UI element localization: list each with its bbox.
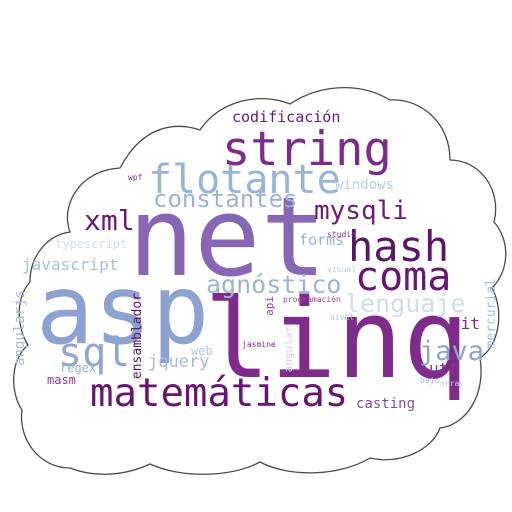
word-forms: forms: [299, 231, 345, 249]
word-sql: sql: [58, 330, 131, 376]
word-utf: utf: [429, 359, 458, 378]
word-string: string: [222, 122, 392, 177]
word-agnostico: agnóstico: [206, 270, 342, 299]
word-coma: coma: [355, 254, 452, 300]
word-mercurial: mercurial: [484, 278, 499, 349]
word-bajo: bajo: [420, 376, 440, 385]
word-matematicas: matemáticas: [90, 371, 349, 416]
word-typescript: typescript: [55, 237, 128, 251]
word-jasmine: jasmine: [242, 340, 276, 349]
word-nivel: nivel: [330, 313, 355, 322]
word-jquery: jquery: [148, 352, 210, 372]
word-angular: angular: [282, 326, 295, 373]
word-net: net: [128, 173, 327, 301]
word-angularjs: angularjs: [12, 290, 28, 366]
word-web: web: [191, 344, 213, 358]
word-array: array: [440, 379, 465, 388]
word-ensamblador: ensamblador: [130, 293, 145, 380]
word-visual: visual: [327, 265, 356, 274]
word-api: api: [263, 296, 276, 316]
word-mysqli: mysqli: [314, 196, 408, 226]
word-windows: windows: [335, 177, 395, 193]
word-masm: masm: [47, 373, 76, 387]
word-asp: asp: [36, 254, 210, 366]
word-codificacion: codificación: [232, 108, 341, 126]
word-linq: linq: [204, 275, 469, 403]
word-constantes: constantes: [153, 185, 298, 213]
word-casting: casting: [356, 396, 416, 412]
word-programacion: programación: [283, 295, 341, 304]
word-javascript: javascript: [22, 255, 119, 274]
word-regex: regex: [60, 361, 97, 375]
word-git: git: [451, 314, 480, 333]
word-xml: xml: [84, 204, 135, 237]
word-studio: studio: [327, 230, 356, 239]
word-java: java: [419, 336, 485, 367]
word-wpf: wpf: [128, 173, 143, 182]
word-lenguaje: lenguaje: [345, 289, 466, 318]
word-hash: hash: [348, 222, 450, 271]
word-flotante: flotante: [148, 157, 341, 203]
